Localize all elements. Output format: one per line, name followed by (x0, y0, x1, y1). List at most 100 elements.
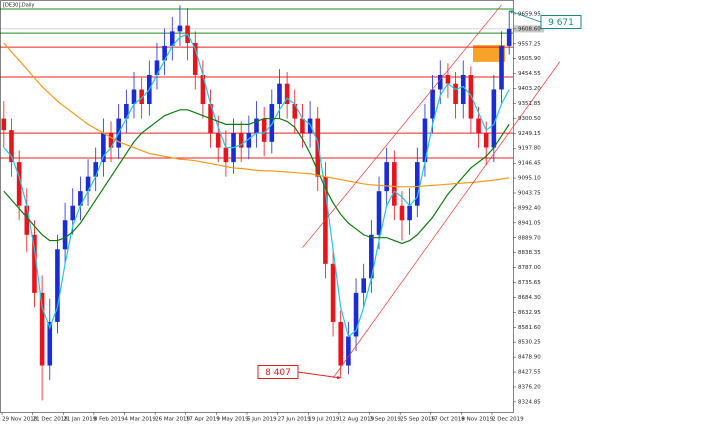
plot (1, 5, 512, 401)
y-tick-label: 8478.90 (518, 355, 541, 361)
candle-body (353, 292, 359, 337)
candle-body (108, 133, 114, 148)
y-tick-label: 8684.30 (518, 295, 541, 301)
y-tick-label: 8941.05 (518, 220, 541, 226)
y-tick-label: 8427.55 (518, 370, 541, 376)
annotation-label: 9 671 (548, 18, 574, 28)
y-tick-label: 9557.25 (518, 41, 541, 47)
candle-body (384, 162, 389, 192)
y-tick-label: 8735.65 (518, 280, 541, 286)
candle-body (346, 336, 351, 366)
annotation-arrowhead (336, 375, 341, 380)
candle-body (430, 89, 435, 119)
x-tick-label: 17 Apr 2019 (186, 417, 221, 423)
candle-body (124, 104, 129, 119)
y-tick-label: 9095.10 (518, 176, 541, 182)
x-tick-label: 17 Oct 2019 (431, 417, 466, 423)
y-tick-label: 9505.90 (518, 56, 541, 62)
zone (473, 45, 505, 62)
candle-body (292, 104, 298, 119)
y-tick-label: 8324.85 (518, 399, 541, 405)
annotation-arrow (297, 371, 341, 379)
y-tick-label: 8787.00 (518, 265, 541, 271)
price-label-box (514, 25, 544, 33)
annotation-box (257, 365, 299, 379)
channel-line (332, 61, 560, 379)
candle-body (269, 104, 275, 142)
y-tick-label: 9146.45 (518, 161, 541, 167)
candle-body (162, 45, 167, 61)
candle-body (24, 205, 30, 235)
y-tick-label: 8376.20 (518, 384, 541, 390)
candle-body (154, 60, 160, 75)
y-tick-label: 8889.70 (518, 235, 541, 241)
candle-body (238, 133, 244, 148)
chart-title: [DE30],Daily (3, 3, 35, 9)
moving-average (3, 109, 510, 245)
candle-body (16, 162, 22, 206)
y-tick-label: 8530.25 (518, 340, 541, 346)
y-tick-label: 9249.15 (518, 131, 541, 137)
candle-body (330, 263, 336, 322)
x-tick-label: 19 Jul 2019 (308, 417, 340, 423)
x-tick-label: 21 Jan 2019 (63, 417, 96, 423)
candle-body (284, 83, 290, 105)
annotation-label: 8 407 (265, 368, 291, 378)
plot-frame (0, 0, 514, 413)
candle-body (55, 249, 60, 322)
y-tick-label: 8581.60 (518, 325, 541, 331)
y-tick-label: 8992.40 (518, 205, 541, 211)
y-tick-label: 9608.60 (518, 26, 541, 32)
candle-body (376, 191, 382, 235)
y-tick-label: 9300.50 (518, 116, 541, 122)
y-tick-label: 9403.20 (518, 86, 541, 92)
candle-body (9, 130, 14, 163)
x-tick-label: 8 Feb 2019 (94, 417, 125, 423)
candle-body (62, 220, 68, 250)
candle-body (338, 321, 344, 366)
moving-average (3, 33, 510, 338)
x-tick-label: 3 Sep 2019 (370, 417, 402, 423)
x-tick-label: 26 Mar 2019 (155, 417, 190, 423)
annotation-arrow (509, 10, 542, 23)
candle-body (85, 176, 91, 192)
candle-body (192, 43, 198, 75)
x-tick-label: 4 Mar 2019 (125, 417, 157, 423)
candle-body (70, 205, 76, 221)
y-tick-label: 9197.80 (518, 146, 541, 152)
x-tick-label: 21 Dec 2018 (33, 417, 69, 423)
candle-body (32, 234, 37, 293)
annotation-box (540, 15, 582, 29)
x-tick-label: 8 Nov 2019 (461, 417, 493, 423)
candle-body (223, 147, 229, 163)
candle-body (177, 25, 183, 32)
candle-body (254, 118, 259, 134)
candle-body (169, 31, 175, 46)
candle-body (47, 321, 53, 366)
channel-line (302, 4, 502, 249)
y-tick-label: 9043.75 (518, 190, 541, 196)
candle-body (414, 162, 420, 206)
moving-average (3, 42, 510, 188)
annotation-arrowhead (509, 10, 514, 14)
candle-body (460, 74, 466, 105)
candle-body (392, 162, 397, 206)
y-tick-label: 9659.95 (518, 11, 541, 17)
candle-body (315, 118, 321, 177)
candle-body (369, 234, 374, 279)
candle-body (422, 118, 428, 163)
x-tick-label: 29 Nov 2018 (2, 417, 38, 423)
candle-body (491, 89, 497, 148)
y-tick-label: 8632.95 (518, 310, 541, 316)
candle-body (483, 133, 489, 148)
candle-body (139, 89, 144, 105)
candle-body (215, 133, 221, 148)
candle-body (499, 45, 504, 90)
candle-body (200, 74, 206, 105)
x-tick-label: 5 Jun 2019 (247, 417, 277, 423)
candle-body (261, 118, 267, 142)
y-tick-label: 8838.35 (518, 250, 541, 256)
candle-body (246, 133, 252, 148)
